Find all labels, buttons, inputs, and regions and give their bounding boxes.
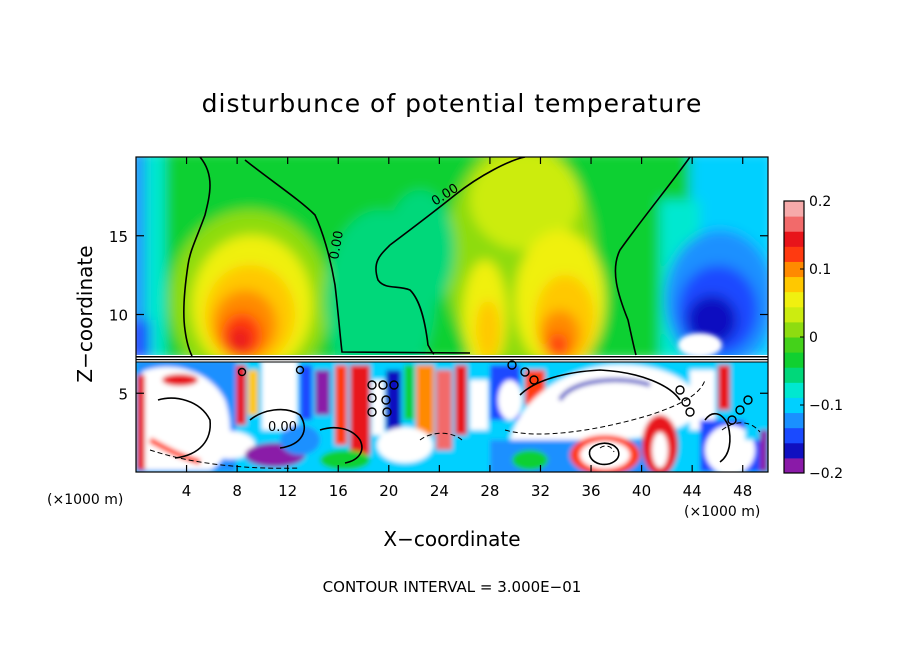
x-tick-label: 28 xyxy=(480,482,499,500)
y-axis-title: Z−coordinate xyxy=(73,245,97,382)
colorbar-swatch xyxy=(784,261,804,278)
x-tick-label: 4 xyxy=(182,482,192,500)
chart-title: disturbunce of potential temperature xyxy=(202,89,703,118)
colorbar-swatch xyxy=(784,412,804,429)
x-tick-label: 8 xyxy=(232,482,242,500)
colorbar-swatch xyxy=(784,427,804,444)
colorbar-swatch xyxy=(784,246,804,262)
contour-label-2: 0.00 xyxy=(327,230,347,261)
heatmap-field xyxy=(136,157,768,472)
colorbar-swatch xyxy=(784,457,804,474)
y-axis: 5 10 15 xyxy=(109,228,768,403)
colorbar-swatch xyxy=(784,382,804,398)
contour-rings xyxy=(237,360,753,425)
x-tick-label: 40 xyxy=(632,482,651,500)
colorbar-swatch xyxy=(784,367,804,383)
colorbar-swatch xyxy=(784,306,804,323)
colorbar-swatch xyxy=(784,321,804,338)
x-tick-label: 20 xyxy=(379,482,398,500)
contour-label-3: 0.00 xyxy=(268,420,297,435)
dashed-contours xyxy=(149,379,761,469)
colorbar: 0.2 0.1 0 −0.1 −0.2 xyxy=(784,194,843,482)
colorbar-frame xyxy=(783,200,805,474)
x-tick-label: 16 xyxy=(329,482,348,500)
colorbar-swatch xyxy=(784,231,804,247)
y-tick-label: 15 xyxy=(109,228,128,246)
colorbar-tick-label: 0.1 xyxy=(809,262,831,278)
contour-interval-note: CONTOUR INTERVAL = 3.000E−01 xyxy=(323,578,582,596)
x-tick-label: 24 xyxy=(430,482,449,500)
x-unit-right: (×1000 m) xyxy=(684,504,760,520)
colorbar-swatch xyxy=(784,291,804,308)
x-tick-label: 44 xyxy=(683,482,702,500)
x-tick-label: 12 xyxy=(278,482,297,500)
colorbar-tick-label: −0.1 xyxy=(809,398,843,414)
x-axis: 4 8 12 16 20 24 28 32 36 40 44 48 xyxy=(182,157,752,500)
colorbar-tick-label: 0 xyxy=(809,330,818,346)
contour-lines xyxy=(157,157,731,466)
colorbar-swatch xyxy=(784,337,804,353)
x-tick-label: 36 xyxy=(581,482,600,500)
colorbar-swatch xyxy=(784,201,804,217)
colorbar-swatch xyxy=(784,442,804,459)
colorbar-swatch xyxy=(784,276,804,293)
colorbar-swatch xyxy=(784,216,804,232)
colorbar-tick-label: −0.2 xyxy=(809,466,843,482)
x-axis-title: X−coordinate xyxy=(383,527,520,551)
y-tick-label: 5 xyxy=(118,385,128,403)
x-tick-label: 32 xyxy=(531,482,550,500)
colorbar-tick-label: 0.2 xyxy=(809,194,831,210)
colorbar-swatch xyxy=(784,352,804,368)
x-unit-left: (×1000 m) xyxy=(47,492,123,508)
x-tick-label: 48 xyxy=(733,482,752,500)
colorbar-swatch xyxy=(784,397,804,414)
y-tick-label: 10 xyxy=(109,307,128,325)
